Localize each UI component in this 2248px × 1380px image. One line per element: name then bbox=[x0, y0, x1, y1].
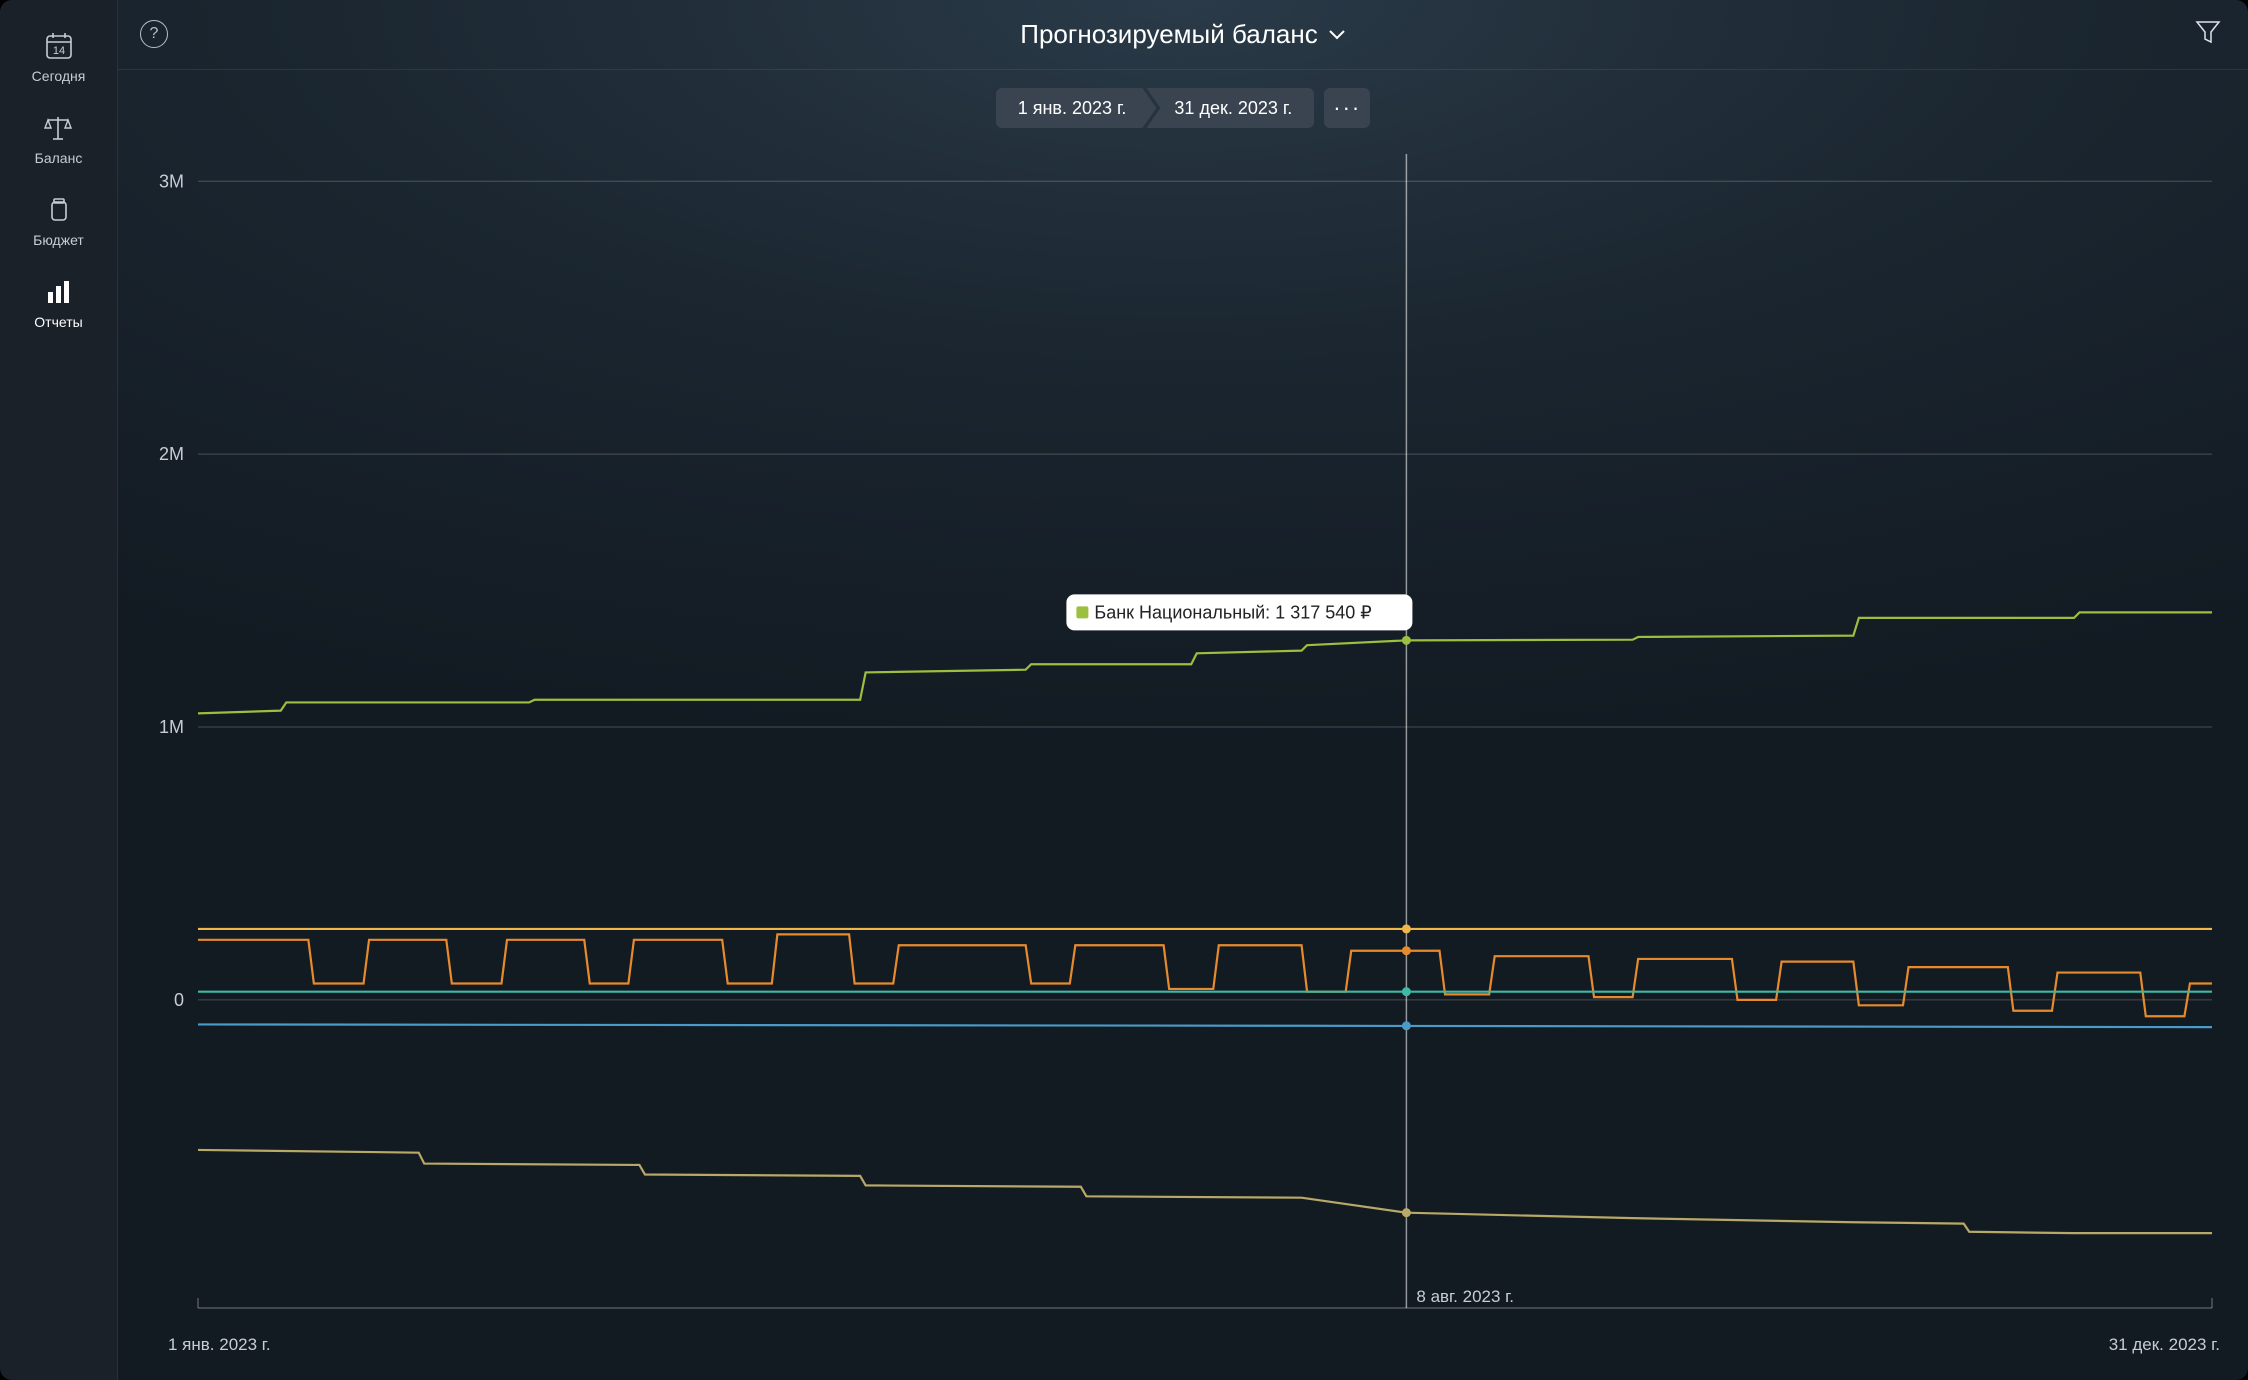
svg-text:14: 14 bbox=[52, 45, 64, 57]
svg-text:Банк Национальный: 1 317 540 ₽: Банк Национальный: 1 317 540 ₽ bbox=[1094, 602, 1371, 622]
scale-icon bbox=[42, 112, 74, 144]
page-title: Прогнозируемый баланс bbox=[1020, 19, 1317, 50]
sidebar-item-reports[interactable]: Отчеты bbox=[34, 276, 82, 330]
sidebar-item-budget[interactable]: Бюджет bbox=[33, 194, 84, 248]
svg-text:1 янв. 2023 г.: 1 янв. 2023 г. bbox=[168, 1335, 271, 1354]
svg-text:0: 0 bbox=[174, 990, 184, 1010]
svg-text:1М: 1М bbox=[159, 717, 184, 737]
balance-chart[interactable]: 3М 2М 1М 0 1 янв. 2023 г. 31 дек. 2023 г. 8 ав… bbox=[142, 144, 2224, 1356]
help-button[interactable]: ? bbox=[140, 20, 168, 48]
sidebar-item-balance[interactable]: Баланс bbox=[35, 112, 83, 166]
header: ? Прогнозируемый баланс bbox=[118, 0, 2248, 70]
app-window: 14 Сегодня Баланс Бюджет bbox=[0, 0, 2248, 1380]
date-end-button[interactable]: 31 дек. 2023 г. bbox=[1146, 88, 1314, 128]
report-title-dropdown[interactable]: Прогнозируемый баланс bbox=[1020, 19, 1345, 50]
date-more-button[interactable]: ··· bbox=[1324, 88, 1370, 128]
chart-svg: 3М 2М 1М 0 1 янв. 2023 г. 31 дек. 2023 г. 8 ав… bbox=[142, 144, 2224, 1356]
date-start-button[interactable]: 1 янв. 2023 г. bbox=[996, 88, 1157, 128]
sidebar: 14 Сегодня Баланс Бюджет bbox=[0, 0, 118, 1380]
svg-text:2М: 2М bbox=[159, 444, 184, 464]
jar-icon bbox=[43, 194, 75, 226]
funnel-icon bbox=[2194, 18, 2222, 46]
sidebar-item-label: Отчеты bbox=[34, 314, 82, 330]
svg-text:8 авг. 2023 г.: 8 авг. 2023 г. bbox=[1416, 1287, 1514, 1306]
sidebar-item-today[interactable]: 14 Сегодня bbox=[32, 30, 86, 84]
date-range-bar: 1 янв. 2023 г. 31 дек. 2023 г. ··· bbox=[118, 70, 2248, 134]
svg-text:3М: 3М bbox=[159, 171, 184, 191]
sidebar-item-label: Баланс bbox=[35, 150, 83, 166]
filter-button[interactable] bbox=[2194, 18, 2222, 51]
sidebar-item-label: Сегодня bbox=[32, 68, 86, 84]
bars-icon bbox=[43, 276, 75, 308]
main-panel: ? Прогнозируемый баланс 1 янв. 2023 г. 3… bbox=[118, 0, 2248, 1380]
chevron-down-icon bbox=[1328, 29, 1346, 41]
calendar-icon: 14 bbox=[43, 30, 75, 62]
svg-text:31 дек. 2023 г.: 31 дек. 2023 г. bbox=[2109, 1335, 2220, 1354]
sidebar-item-label: Бюджет bbox=[33, 232, 84, 248]
